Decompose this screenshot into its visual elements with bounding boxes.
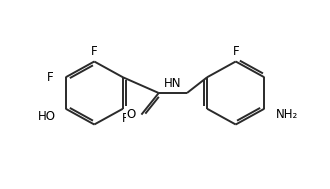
Text: HO: HO <box>38 110 56 123</box>
Text: F: F <box>91 45 98 58</box>
Text: NH₂: NH₂ <box>276 108 299 121</box>
Text: F: F <box>232 45 239 58</box>
Text: O: O <box>126 108 136 121</box>
Text: F: F <box>47 71 54 84</box>
Text: HN: HN <box>164 77 182 90</box>
Text: F: F <box>122 112 129 125</box>
